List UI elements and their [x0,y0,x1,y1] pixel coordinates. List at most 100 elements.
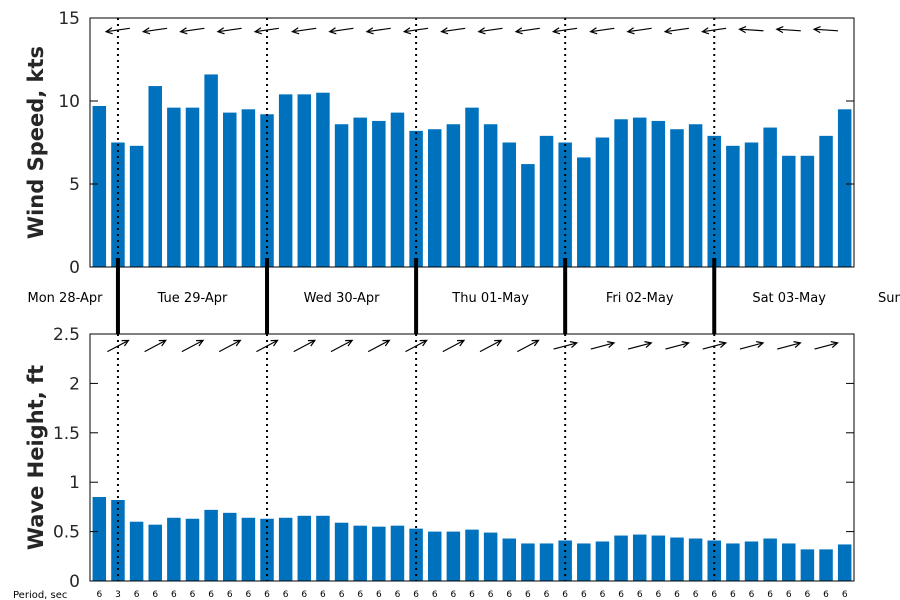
wave-bar [483,532,498,581]
wave-ytick-label: 1 [69,473,80,493]
wave-bar [129,521,144,581]
day-label: Mon 28-Apr [28,291,104,306]
period-value: 6 [413,590,419,600]
wind-ytick-label: 15 [58,9,80,29]
wind-bar [390,112,405,268]
wave-bar [577,543,591,581]
period-value: 6 [749,590,755,600]
wind-bar [148,86,162,267]
period-value: 6 [562,590,568,600]
wave-bar [819,549,833,581]
wave-direction-arrow-icon [479,339,503,353]
wind-bar [577,157,591,267]
wave-bar [521,543,535,581]
wave-bar [334,522,349,581]
period-value: 6 [637,590,643,600]
wind-direction-arrow-icon [216,27,242,35]
wind-direction-arrow-icon [440,27,466,35]
wind-bar [632,117,647,267]
wave-direction-arrow-icon [517,339,540,353]
period-value: 6 [525,590,531,600]
wind-bar [539,135,554,267]
period-value: 6 [711,590,717,600]
wind-bar [129,145,144,267]
wave-direction-arrow-icon [665,341,690,350]
period-value: 6 [395,590,401,600]
wind-direction-arrow-icon [701,27,727,35]
wind-bar [688,124,703,268]
wind-speed-panel: 0 5 10 15 Wind Speed, kts [24,9,855,278]
wind-bar [185,107,200,267]
wind-ytick-label: 10 [58,92,80,112]
wind-bar [782,155,796,267]
wind-bar [819,135,833,267]
wave-bar [707,540,721,581]
wave-direction-arrow-icon [218,339,242,353]
wave-bar [223,512,237,581]
period-value: 6 [376,590,382,600]
wave-bar [670,537,684,581]
wave-direction-arrow-icon [107,339,130,353]
day-label: Fri 02-May [606,291,674,306]
period-value: 3 [115,590,121,600]
wave-ylabel: Wave Height, ft [24,365,48,550]
wind-bar [278,94,293,267]
wave-bar [92,497,107,581]
period-value: 6 [357,590,363,600]
wind-bar [223,112,237,268]
wave-bar [688,538,703,581]
wind-bar [316,92,330,267]
wave-bar [651,535,666,581]
period-value: 6 [320,590,326,600]
period-value: 6 [506,590,512,600]
wave-bar [595,541,610,581]
period-value: 6 [208,590,214,600]
wind-direction-arrow-icon [589,27,615,35]
period-value: 6 [246,590,252,600]
period-value: 6 [823,590,829,600]
wind-direction-arrow-icon [775,26,801,34]
day-strip: Mon 28-Apr Tue 29-Apr Wed 30-Apr Thu 01-May… [28,258,900,334]
wave-bar [782,543,796,581]
wind-bar [260,114,274,267]
wave-bar [427,531,442,581]
wind-direction-arrow-icon [328,27,354,35]
wave-direction-arrow-icon [367,339,391,353]
period-value: 6 [264,590,270,600]
wind-axes-frame [89,17,855,268]
wind-bar [614,119,628,267]
wave-bar [353,525,367,581]
day-label: Sun 04-May [878,291,900,306]
wind-bar [651,120,666,267]
day-label: Tue 29-Apr [157,291,228,306]
wind-bar [446,124,461,268]
wave-direction-arrow-icon [442,339,466,353]
wind-bar [744,142,759,267]
wind-bar [465,107,479,267]
wind-bar [837,109,852,267]
wind-bar [763,127,777,267]
wind-direction-arrow-icon [179,27,205,35]
wave-bar [204,509,218,581]
wind-bar [297,94,312,267]
wave-bar [167,517,181,581]
wind-bar [372,120,386,267]
wind-direction-arrow-icon [291,27,317,35]
period-value: 6 [96,590,102,600]
period-value: 6 [730,590,736,600]
wind-bar [670,129,684,267]
wave-bar [241,517,256,581]
wind-direction-arrow-icon [253,27,279,35]
wave-bar [297,515,312,581]
wave-bar [465,529,479,581]
wave-bar [744,541,759,581]
wave-bar [148,524,162,581]
period-value: 6 [581,590,587,600]
period-value: 6 [134,590,140,600]
period-value: 6 [544,590,550,600]
period-value: 6 [190,590,196,600]
wind-ytick-label: 0 [69,258,80,278]
period-value: 6 [171,590,177,600]
